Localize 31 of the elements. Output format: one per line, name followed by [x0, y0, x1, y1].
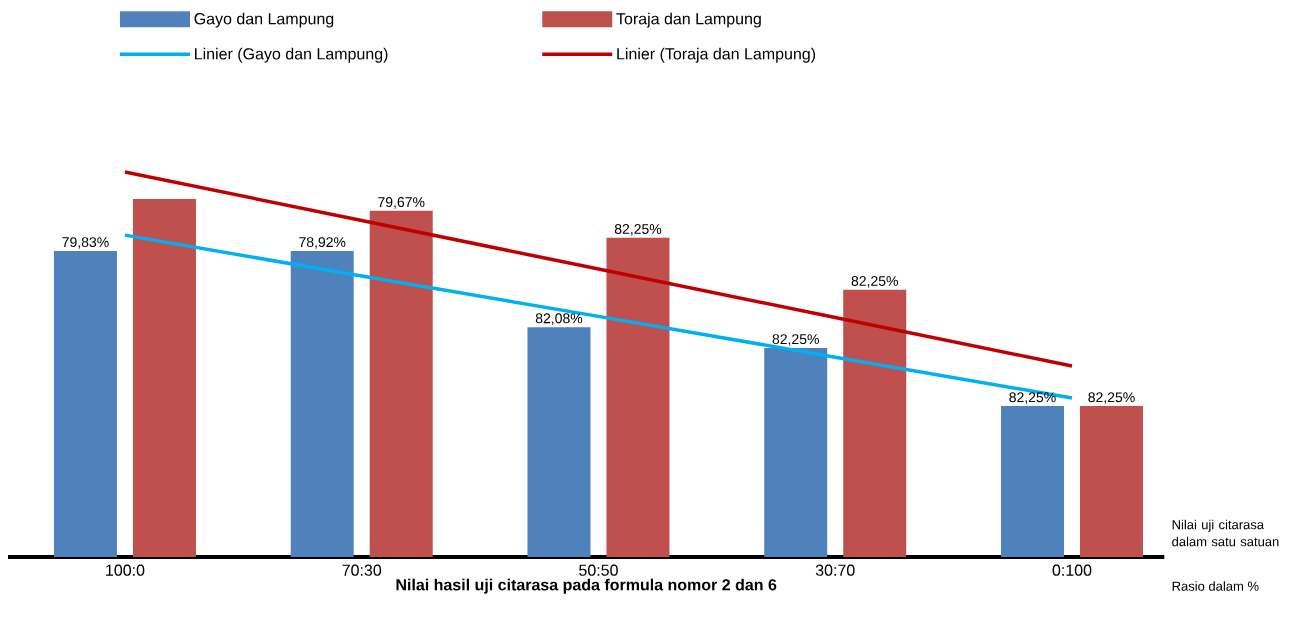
bar: [764, 347, 828, 557]
x-tick-label: 0:100: [1052, 564, 1092, 576]
bar: [527, 327, 591, 557]
annotation: 78,92%: [299, 237, 346, 249]
bar: [606, 237, 670, 557]
x-tick-label: 100:0: [106, 564, 145, 576]
annotation: 82,08%: [535, 313, 583, 325]
x-tick-label: 70:30: [342, 564, 382, 576]
annotation: 79,67%: [378, 197, 425, 209]
x-tick-label: 50:50: [579, 564, 618, 576]
legend-label: Gayo dan Lampung: [194, 12, 334, 28]
text: Rasio dalam %: [1172, 581, 1259, 591]
annotation: 82,25%: [1009, 392, 1056, 404]
annotation: 82,25%: [614, 224, 662, 236]
bar: [53, 250, 117, 557]
legend-label: Toraja dan Lampung: [616, 12, 761, 28]
x-axis-title: Nilai hasil uji citarasa pada formula nomor 2 dan 6: [396, 578, 777, 594]
annotation: 82,25%: [851, 276, 898, 288]
bar: [1000, 406, 1064, 557]
bar: [843, 289, 907, 557]
annotation: 82,25%: [1088, 392, 1135, 404]
text: Nilai uji citarasa dalam satu satuan: [1172, 519, 1279, 547]
bar: [369, 210, 433, 557]
bar: [1079, 406, 1143, 557]
bar: [290, 250, 354, 557]
annotation: 79,83%: [62, 237, 109, 249]
annotation: 82,25%: [772, 334, 819, 346]
bar: [132, 198, 196, 557]
legend-label: Linier (Toraja dan Lampung): [617, 47, 816, 63]
legend-label: Linier (Gayo dan Lampung): [195, 47, 388, 63]
x-tick-label: 30:70: [815, 564, 855, 576]
